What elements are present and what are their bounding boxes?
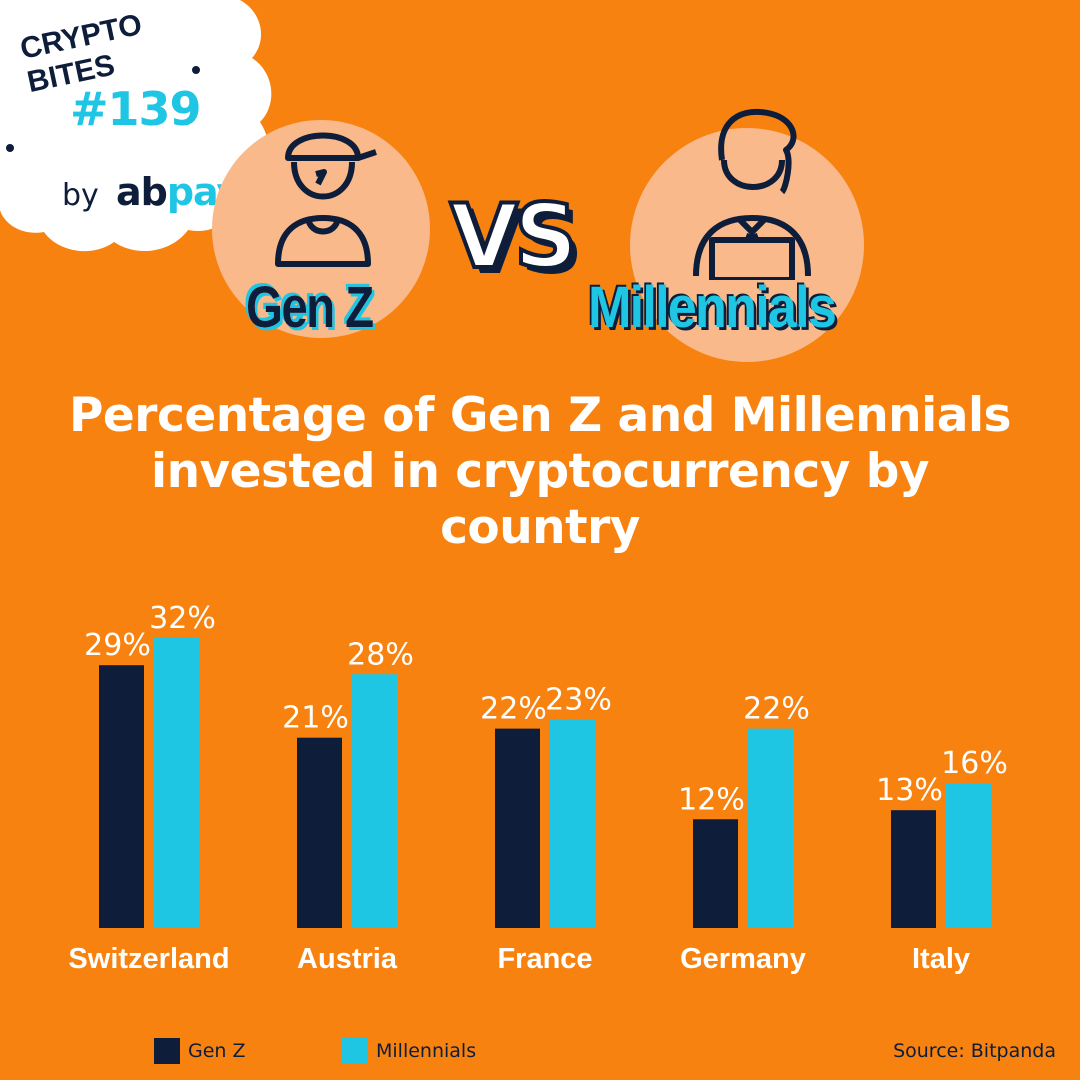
bar-gen-z-italy [891,810,936,928]
versus-text: VS [448,183,580,290]
gen-z-person-icon [275,132,377,267]
data-label-millennials-austria: 28% [347,637,414,672]
bar-chart: 29%32%Switzerland21%28%Austria22%23%Fran… [68,601,1008,975]
bar-millennials-switzerland [154,638,199,928]
crypto-bites-badge [0,0,272,252]
bar-millennials-france [550,719,595,928]
source-note: Source: Bitpanda [893,1040,1056,1062]
badge-by-text: by [62,178,99,213]
category-label-switzerland: Switzerland [68,943,229,975]
gen-z-label: Gen Z [246,275,374,340]
category-label-italy: Italy [912,943,970,975]
bar-millennials-austria [352,674,397,928]
bar-gen-z-austria [297,737,342,928]
legend-item-millennials: Millennials [342,1036,476,1066]
data-label-gen-z-austria: 21% [282,701,349,736]
brand-logo-part-a: ab [116,170,168,214]
category-label-france: France [497,943,592,975]
legend-swatch-millennials [342,1038,368,1064]
data-label-millennials-france: 23% [545,683,612,718]
chart-title: Percentage of Gen Z and Millennials inve… [68,388,1012,555]
millennials-label: Millennials [588,275,837,340]
data-label-millennials-italy: 16% [941,746,1008,781]
legend-label-gen-z: Gen Z [188,1040,246,1062]
data-label-millennials-germany: 22% [743,692,810,727]
legend-swatch-gen-z [154,1038,180,1064]
bar-millennials-germany [748,728,793,928]
data-label-millennials-switzerland: 32% [149,601,216,636]
bar-gen-z-germany [693,819,738,928]
bar-gen-z-france [495,728,540,928]
bar-gen-z-switzerland [99,665,144,928]
data-label-gen-z-france: 22% [480,692,547,727]
data-label-gen-z-germany: 12% [678,782,745,817]
legend-label-millennials: Millennials [376,1040,477,1062]
category-label-austria: Austria [297,943,398,975]
category-label-germany: Germany [680,943,806,975]
millennial-laptop-person-icon [693,108,811,280]
badge-number: #139 [70,82,202,136]
bar-millennials-italy [946,783,991,928]
data-label-gen-z-italy: 13% [876,773,943,808]
legend-item-gen-z: Gen Z [154,1036,246,1066]
data-label-gen-z-switzerland: 29% [84,628,151,663]
